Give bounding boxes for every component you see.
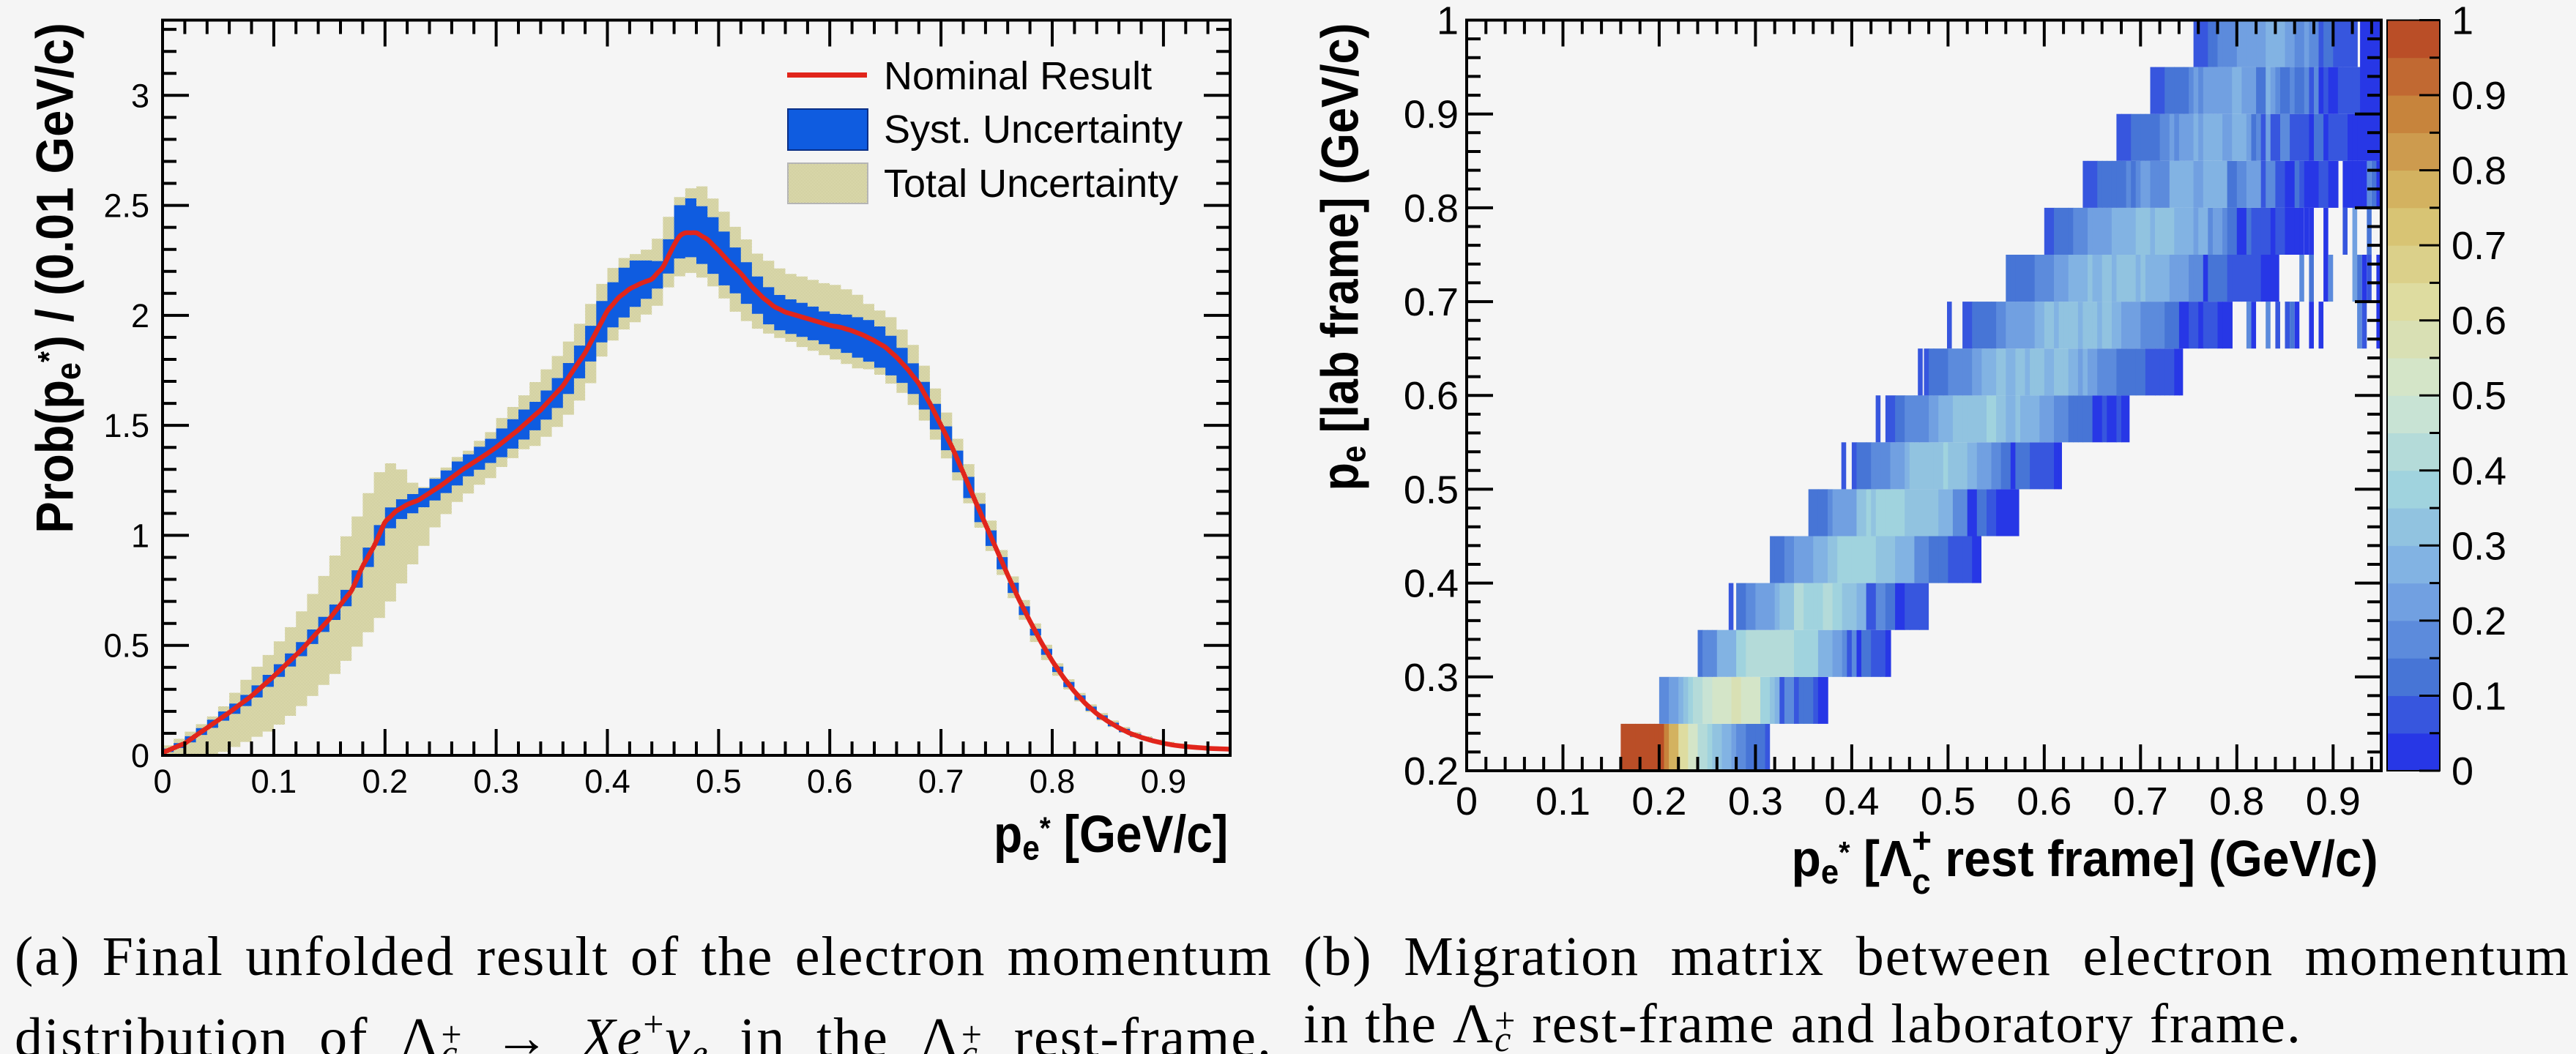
svg-text:0.2: 0.2 bbox=[1404, 750, 1459, 793]
svg-text:0.1: 0.1 bbox=[1535, 780, 1590, 823]
svg-text:0.7: 0.7 bbox=[918, 763, 964, 800]
svg-text:1: 1 bbox=[1437, 0, 1459, 43]
svg-text:0.1: 0.1 bbox=[251, 763, 297, 800]
svg-text:0.7: 0.7 bbox=[1404, 280, 1459, 324]
svg-text:0.6: 0.6 bbox=[807, 763, 853, 800]
svg-text:0.8: 0.8 bbox=[1030, 763, 1076, 800]
svg-text:2.5: 2.5 bbox=[103, 187, 149, 225]
svg-text:0.3: 0.3 bbox=[1728, 780, 1783, 823]
svg-text:0.2: 0.2 bbox=[2452, 599, 2506, 643]
svg-text:0.9: 0.9 bbox=[2452, 74, 2506, 118]
svg-text:0: 0 bbox=[2452, 750, 2473, 793]
svg-text:0.2: 0.2 bbox=[362, 763, 409, 800]
svg-text:0.6: 0.6 bbox=[1404, 374, 1459, 418]
svg-text:0.3: 0.3 bbox=[2452, 524, 2506, 568]
svg-text:Total Uncertainty: Total Uncertainty bbox=[884, 162, 1178, 206]
svg-text:1.5: 1.5 bbox=[103, 407, 149, 444]
svg-text:0.7: 0.7 bbox=[2113, 780, 2168, 823]
svg-text:0.5: 0.5 bbox=[1404, 468, 1459, 512]
svg-text:0.9: 0.9 bbox=[1404, 93, 1459, 137]
svg-text:0.1: 0.1 bbox=[2452, 675, 2506, 719]
svg-text:0.5: 0.5 bbox=[103, 627, 149, 665]
svg-text:0.2: 0.2 bbox=[1631, 780, 1686, 823]
svg-text:0.7: 0.7 bbox=[2452, 224, 2506, 268]
svg-text:0.8: 0.8 bbox=[2452, 149, 2506, 193]
svg-text:0: 0 bbox=[1456, 780, 1478, 823]
svg-text:0.4: 0.4 bbox=[1404, 562, 1459, 606]
svg-text:Nominal Result: Nominal Result bbox=[884, 54, 1152, 98]
svg-text:2: 2 bbox=[131, 297, 149, 334]
svg-text:1: 1 bbox=[2452, 0, 2473, 43]
svg-text:0.5: 0.5 bbox=[2452, 374, 2506, 418]
svg-text:0.3: 0.3 bbox=[473, 763, 519, 800]
svg-text:0.4: 0.4 bbox=[2452, 449, 2506, 493]
svg-text:0.5: 0.5 bbox=[1921, 780, 1976, 823]
svg-text:3: 3 bbox=[131, 77, 149, 114]
svg-text:0.3: 0.3 bbox=[1404, 656, 1459, 700]
svg-text:0: 0 bbox=[131, 737, 149, 774]
svg-text:0.6: 0.6 bbox=[2452, 299, 2506, 343]
svg-text:0.4: 0.4 bbox=[1824, 780, 1879, 823]
svg-text:0: 0 bbox=[153, 763, 171, 800]
svg-text:1: 1 bbox=[131, 517, 149, 554]
svg-text:Syst. Uncertainty: Syst. Uncertainty bbox=[884, 108, 1183, 152]
svg-text:0.8: 0.8 bbox=[2209, 780, 2264, 823]
svg-text:0.8: 0.8 bbox=[1404, 187, 1459, 231]
svg-text:0.9: 0.9 bbox=[1141, 763, 1187, 800]
svg-text:0.9: 0.9 bbox=[2306, 780, 2361, 823]
svg-text:0.5: 0.5 bbox=[696, 763, 742, 800]
svg-text:0.6: 0.6 bbox=[2017, 780, 2071, 823]
svg-text:0.4: 0.4 bbox=[584, 763, 630, 800]
